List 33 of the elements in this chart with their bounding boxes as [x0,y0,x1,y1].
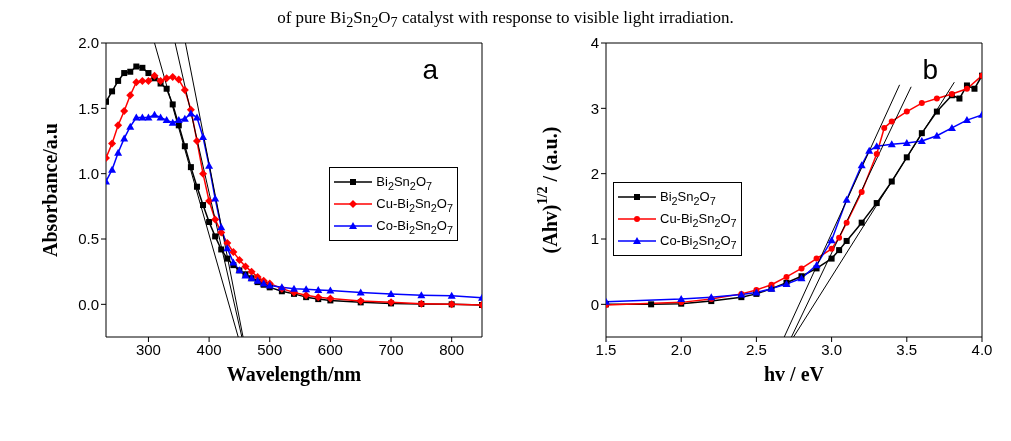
legend-label: Co-Bi$_{2}$Sn$_{2}$O$_{7}$ [376,217,453,236]
x-tick-label: 2.0 [670,341,692,359]
y-tick-label: 0.5 [78,230,99,248]
y-tick-label: 4 [590,34,599,52]
annotation: b [922,54,938,87]
legend-label: Cu-Bi$_{2}$Sn$_{2}$O$_{7}$ [376,195,453,214]
y-tick-label: 2 [590,165,599,183]
legend-label: Bi$_{2}$Sn$_{2}$O$_{7}$ [660,188,716,207]
legend-label: Co-Bi$_{2}$Sn$_{2}$O$_{7}$ [660,232,737,251]
chart-title: of pure Bi$_{2}$Sn$_{2}$O$_{7}$ catalyst with response to visible light irradiation. [276,8,735,33]
legend-label: Bi$_{2}$Sn$_{2}$O$_{7}$ [376,173,433,192]
x-tick-label: 4.0 [971,341,993,359]
y-tick-label: 0 [590,296,599,314]
y-tick-label: 3 [590,100,599,118]
x-tick-label: 800 [439,341,465,359]
x-axis-title: Wavelength/nm [226,363,362,387]
y-tick-label: 1 [590,230,599,248]
x-tick-label: 3.0 [821,341,843,359]
x-tick-label: 500 [257,341,283,359]
x-tick-label: 300 [135,341,161,359]
y-tick-label: 1.5 [78,100,99,118]
x-tick-label: 3.5 [896,341,918,359]
legend-label: Cu-Bi$_{2}$Sn$_{2}$O$_{7}$ [660,210,737,229]
x-axis-title: hv / eV [764,363,825,386]
x-tick-label: 600 [317,341,343,359]
y-axis-title: Absorbance/a.u [39,123,61,258]
x-tick-label: 400 [196,341,222,359]
y-tick-label: 1.0 [78,165,99,183]
y-tick-label: 2.0 [78,34,99,52]
y-tick-label: 0.0 [78,296,99,314]
annotation: a [422,54,438,87]
x-tick-label: 2.5 [745,341,767,359]
x-tick-label: 700 [378,341,404,359]
